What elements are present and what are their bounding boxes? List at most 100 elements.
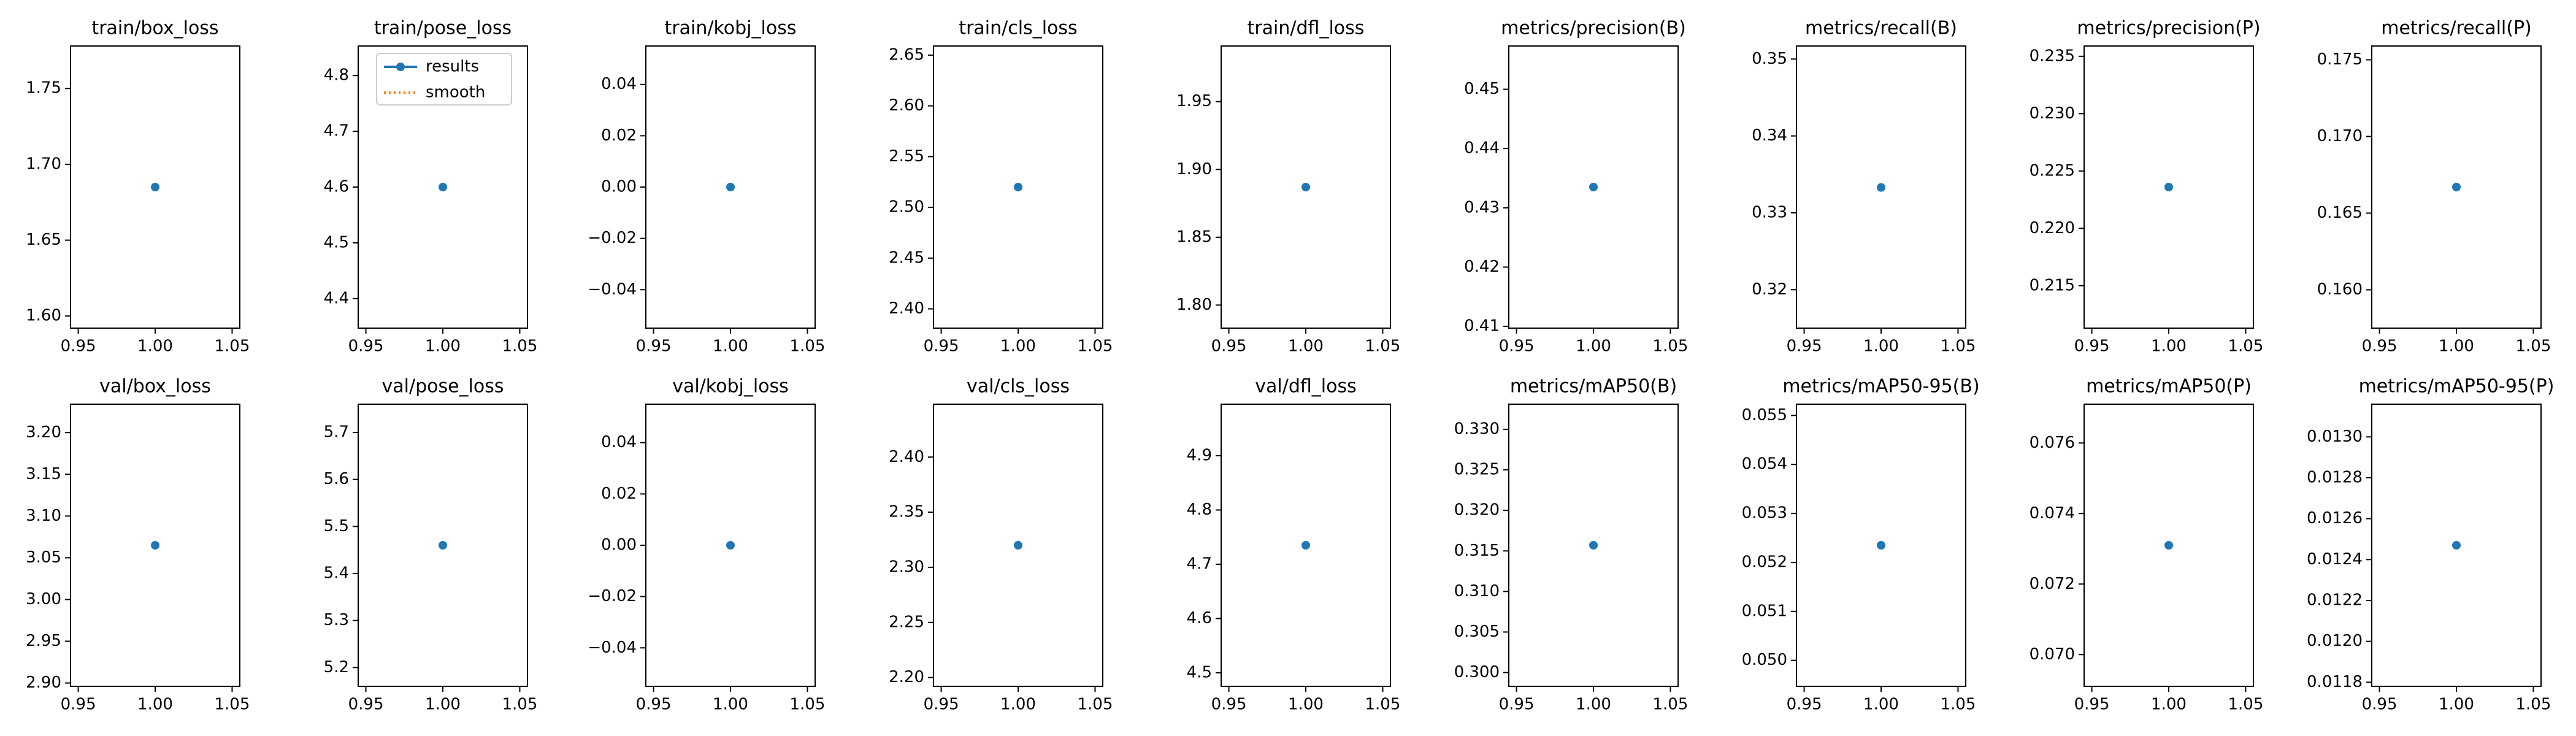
y-tick-label: 1.70 [26,155,61,173]
y-tick-label: 0.072 [2030,575,2075,593]
x-tick-label: 1.00 [425,337,461,356]
y-tick-label: 0.0122 [2307,591,2363,610]
y-tick-label: 0.310 [1454,582,1500,600]
y-tick-label: 0.165 [2317,204,2363,222]
x-tick-label: 1.00 [425,696,461,714]
x-tick-label: 1.00 [1000,696,1036,714]
x-tick-label: 1.05 [1653,337,1689,356]
subplot-title: metrics/mAP50-95(P) [2359,376,2555,397]
y-tick-label: 0.330 [1454,420,1500,438]
subplot: val/dfl_loss 4.5 4.6 4.7 4.8 4.9 0.95 1.00 1.05 [1187,376,1401,714]
x-tick-label: 1.00 [713,337,748,356]
data-point [2164,541,2173,550]
y-tick-label: 2.65 [889,45,924,64]
x-tick-label: 0.95 [61,337,96,356]
y-tick-label: 3.20 [26,423,61,442]
y-tick-label: 4.8 [1187,500,1212,519]
y-tick-label: 0.32 [1752,280,1787,299]
x-tick-label: 0.95 [636,696,672,714]
y-tick-label: 4.9 [1187,447,1212,465]
x-tick-label: 1.05 [1078,696,1113,714]
axes-frame [2083,45,2254,329]
y-tick-label: 2.90 [26,673,61,692]
y-tick-label: 0.00 [601,536,637,554]
y-tick-label: 0.0130 [2307,427,2363,446]
subplot: metrics/mAP50(P) 0.070 0.072 0.074 0.076 0.95… [2030,376,2264,714]
subplot: val/cls_loss 2.20 2.25 2.30 2.35 2.40 0.95 1.00… [889,376,1113,714]
subplot: metrics/recall(P) 0.160 0.165 0.170 0.175 0.9… [2317,18,2551,356]
subplot-title: val/dfl_loss [1255,376,1356,397]
axes-frame [2371,45,2542,329]
y-tick-label: 0.0126 [2307,509,2363,527]
data-point [1589,541,1598,550]
y-tick-label: 0.0118 [2307,673,2363,691]
y-tick-label: 0.054 [1742,455,1787,473]
y-tick-label: 4.5 [324,233,349,251]
subplot-title: val/kobj_loss [672,376,789,397]
y-tick-label: −0.02 [588,587,637,605]
data-point [2452,541,2461,550]
axes-frame [1508,45,1679,329]
y-tick-label: 4.6 [324,178,349,196]
axes-frame [1796,404,1966,687]
subplot-title: metrics/mAP50(B) [1510,376,1677,397]
y-tick-label: 5.6 [324,470,349,488]
axes-frame [70,45,240,329]
subplot: train/cls_loss 2.40 2.45 2.50 2.55 2.60 2.65 0.… [889,18,1113,356]
data-point [1877,183,1885,192]
x-tick-label: 1.05 [1078,337,1113,356]
x-tick-label: 1.00 [1288,696,1324,714]
x-tick-label: 1.00 [2439,696,2474,714]
y-tick-label: 1.85 [1176,228,1212,246]
axes-frame [2083,404,2254,687]
data-point [726,183,735,191]
y-tick-label: 0.305 [1454,623,1500,641]
y-tick-label: 2.20 [889,668,924,686]
x-tick-label: 0.95 [2074,696,2110,714]
y-tick-label: 2.60 [889,96,924,115]
y-tick-label: 0.175 [2317,50,2363,69]
subplot-title: val/cls_loss [967,376,1070,397]
subplot-title: val/pose_loss [381,376,504,397]
y-tick-label: 1.75 [26,79,61,98]
y-tick-label: −0.02 [588,229,637,247]
x-tick-label: 0.95 [348,696,384,714]
data-point [151,183,159,191]
y-tick-label: 0.0128 [2307,469,2363,487]
x-tick-label: 1.00 [2151,337,2187,356]
x-tick-label: 1.00 [1576,696,1611,714]
y-tick-label: 0.225 [2030,161,2075,180]
y-tick-label: 2.35 [889,503,924,521]
y-tick-label: 0.220 [2030,219,2075,237]
y-tick-label: 0.170 [2317,127,2363,145]
y-tick-label: 0.215 [2030,276,2075,294]
data-point [151,541,159,550]
y-tick-label: 0.0120 [2307,632,2363,650]
axes-frame [2371,404,2542,687]
y-tick-label: 0.050 [1742,651,1787,669]
y-tick-label: 2.95 [26,632,61,650]
y-tick-label: 3.05 [26,548,61,567]
subplot: val/pose_loss 5.2 5.3 5.4 5.5 5.6 5.7 0.95 1.00 1… [324,376,538,714]
subplot: val/kobj_loss −0.04 −0.02 0.00 0.02 0.04 0.95 1… [588,376,825,714]
x-tick-label: 1.00 [713,696,748,714]
y-tick-label: 1.65 [26,231,61,249]
subplot: metrics/mAP50-95(P) 0.0118 0.0120 0.0122 0.0… [2307,376,2554,714]
data-point [1877,541,1885,550]
y-tick-label: 2.30 [889,558,924,576]
y-tick-label: 0.160 [2317,280,2363,299]
y-tick-label: 2.45 [889,248,924,267]
axes-frame [358,45,528,329]
x-tick-label: 1.00 [1000,337,1036,356]
x-tick-label: 1.05 [2228,337,2264,356]
axes-frame [645,404,816,687]
subplot: metrics/precision(B) 0.41 0.42 0.43 0.44 0.45… [1464,18,1688,356]
x-tick-label: 0.95 [2074,337,2110,356]
axes-frame [933,404,1103,687]
y-tick-label: 0.34 [1752,126,1787,145]
y-tick-label: 5.3 [324,611,349,629]
x-tick-label: 0.95 [1787,696,1822,714]
subplot: train/pose_loss 4.4 4.5 4.6 4.7 4.8 0.95 1.00 1.… [324,18,538,356]
y-tick-label: 5.7 [324,423,349,442]
subplot: val/box_loss 2.90 2.95 3.00 3.05 3.10 3.15 3.20… [26,376,250,714]
